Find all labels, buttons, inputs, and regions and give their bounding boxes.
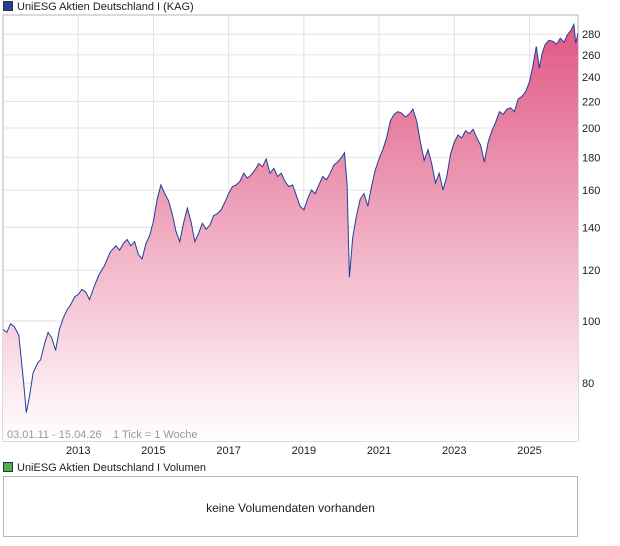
x-tick-label: 2019 [292, 445, 316, 457]
date-range-label: 03.01.11 - 15.04.26 [7, 429, 102, 441]
y-tick-label: 200 [582, 123, 600, 135]
y-tick-label: 180 [582, 152, 600, 164]
x-tick-label: 2023 [442, 445, 466, 457]
tick-info-label: 1 Tick = 1 Woche [113, 429, 197, 441]
price-legend: UniESG Aktien Deutschland I (KAG) [3, 1, 194, 13]
volume-panel: keine Volumendaten vorhanden [3, 476, 578, 537]
y-tick-label: 160 [582, 185, 600, 197]
x-tick-label: 2015 [141, 445, 165, 457]
x-tick-label: 2013 [66, 445, 90, 457]
y-tick-label: 240 [582, 72, 600, 84]
x-axis-ticks: 2013 2015 2017 2019 2021 2023 2025 [66, 445, 542, 457]
price-line [2, 22, 579, 413]
no-volume-message: keine Volumendaten vorhanden [206, 501, 375, 515]
volume-legend: UniESG Aktien Deutschland I Volumen [3, 462, 206, 474]
volume-legend-label: UniESG Aktien Deutschland I Volumen [17, 462, 206, 474]
x-tick-label: 2025 [517, 445, 541, 457]
price-area [3, 24, 578, 442]
y-tick-label: 280 [582, 29, 600, 41]
y-tick-label: 220 [582, 96, 600, 108]
price-legend-label: UniESG Aktien Deutschland I (KAG) [17, 1, 194, 13]
y-tick-label: 120 [582, 265, 600, 277]
y-tick-label: 260 [582, 50, 600, 62]
y-tick-label: 80 [582, 378, 594, 390]
price-legend-swatch [3, 1, 13, 11]
y-tick-label: 100 [582, 316, 600, 328]
volume-legend-swatch [3, 462, 13, 472]
x-tick-label: 2017 [216, 445, 240, 457]
y-axis-ticks: 80 100 120 140 160 180 200 220 240 260 280 [582, 29, 600, 390]
x-tick-label: 2021 [367, 445, 391, 457]
y-tick-label: 140 [582, 222, 600, 234]
